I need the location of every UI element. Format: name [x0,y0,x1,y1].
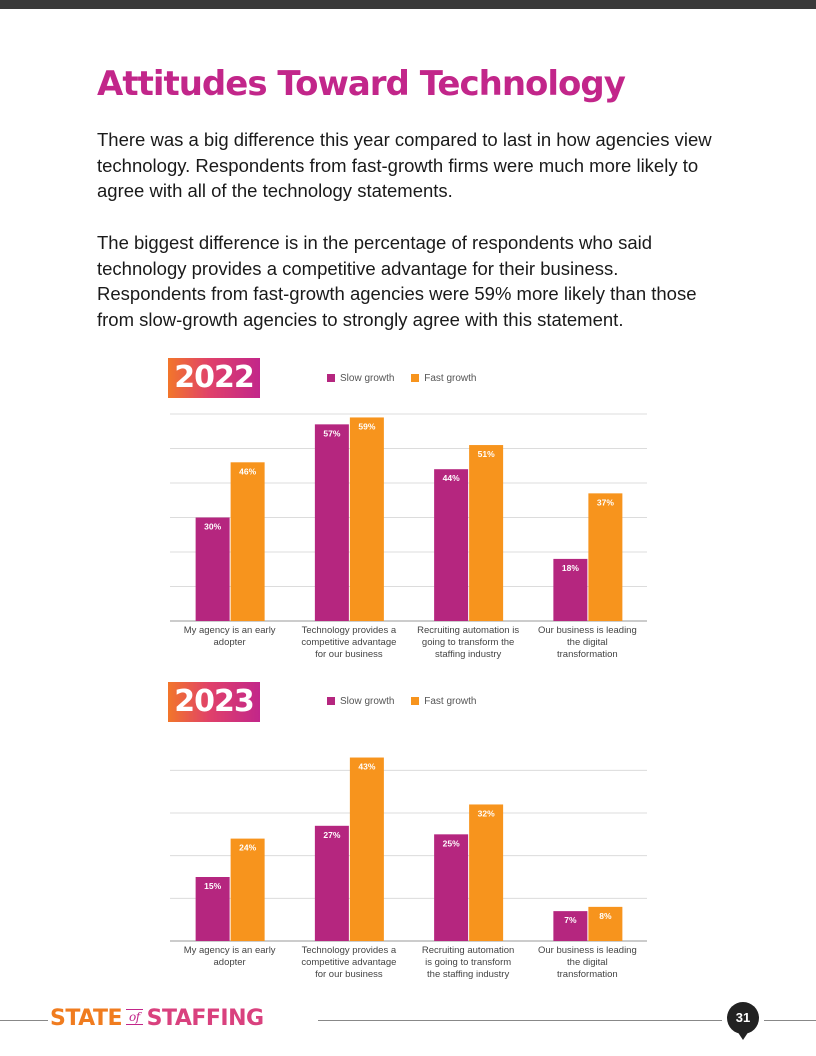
bar-fast [469,804,504,941]
data-label-slow: 44% [443,473,460,483]
category-label: the digital [567,637,608,648]
bar-slow [195,517,230,621]
category-label: adopter [214,957,246,968]
page-number: 31 [727,1002,759,1034]
legend-item-slow: Slow growth [327,373,394,384]
category-label: adopter [214,637,246,648]
category-label: for our business [315,969,383,980]
bar-slow [434,469,469,621]
chart-2023: 2023 Slow growth Fast growth 15% 24% My ag… [165,679,655,989]
legend-item-slow: Slow growth [327,696,394,707]
data-label-slow: 7% [564,915,577,925]
category-label: Our business is leading [538,945,637,956]
intro-paragraph: There was a big difference this year com… [97,129,712,202]
legend-swatch-fast [411,697,420,705]
data-label-fast: 51% [478,449,495,459]
footer-rule-middle [318,1020,722,1021]
page-title: Attitudes Toward Technology [97,64,626,104]
bar-slow [314,424,349,621]
data-label-fast: 24% [239,843,256,853]
logo-word-staffing: STAFFING [146,1006,264,1031]
data-label-fast: 32% [478,808,495,818]
year-badge: 2023 [168,682,260,722]
category-label: Our business is leading [538,625,637,636]
legend-label-slow: Slow growth [340,373,395,384]
category-label: the staffing industry [427,969,509,980]
year-badge: 2022 [168,358,260,398]
category-label: competitive advantage [301,637,396,648]
bar-slow [195,877,230,941]
category-label: staffing industry [435,649,502,660]
category-label: going to transform the [422,637,514,648]
data-label-slow: 15% [204,881,221,891]
data-label-slow: 25% [443,838,460,848]
data-label-fast: 43% [358,762,375,772]
data-label-slow: 57% [323,428,340,438]
bar-fast [230,838,265,941]
legend-label-fast: Fast growth [424,696,477,707]
chart-legend: Slow growth Fast growth [327,696,491,707]
logo-word-state: STATE [50,1006,123,1031]
category-label: competitive advantage [301,957,396,968]
category-label: Recruiting automation [422,945,514,956]
bar-fast [349,417,384,621]
bar-fast [230,462,265,621]
category-label: is going to transform [425,957,511,968]
legend-label-slow: Slow growth [340,696,395,707]
category-label: for our business [315,649,383,660]
bar-fast [588,493,623,621]
category-label: Technology provides a [302,945,397,956]
legend-label-fast: Fast growth [424,373,477,384]
category-label: transformation [557,649,618,660]
data-label-fast: 37% [597,497,614,507]
category-label: Recruiting automation is [417,625,519,636]
data-label-slow: 18% [562,563,579,573]
bar-slow [553,558,588,621]
chart-2022: 2022 Slow growth Fast growth 30% 46% My ag… [165,356,655,666]
category-label: Technology provides a [302,625,397,636]
detail-paragraph: The biggest difference is in the percent… [97,232,697,331]
legend-item-fast: Fast growth [411,373,477,384]
data-label-slow: 27% [323,830,340,840]
footer-rule-right [764,1020,816,1021]
legend-swatch-slow [327,374,335,382]
legend-item-fast: Fast growth [411,696,477,707]
bar-slow [314,825,349,941]
legend-swatch-slow [327,697,335,705]
data-label-fast: 59% [358,421,375,431]
bar-slow [434,834,469,941]
logo-word-of: of [126,1009,143,1025]
category-label: My agency is an early [184,625,276,636]
category-label: the digital [567,957,608,968]
top-bar [0,0,816,9]
legend-swatch-fast [411,374,420,382]
footer-rule-left [0,1020,48,1021]
bar-fast [588,906,623,941]
category-label: transformation [557,969,618,980]
bar-slow [553,911,588,941]
bar-fast [349,757,384,941]
bar-fast [469,445,504,621]
data-label-slow: 30% [204,522,221,532]
category-label: My agency is an early [184,945,276,956]
data-label-fast: 46% [239,466,256,476]
state-of-staffing-logo: STATE of STAFFING [50,1006,264,1031]
chart-legend: Slow growth Fast growth [327,373,491,384]
data-label-fast: 8% [599,911,612,921]
